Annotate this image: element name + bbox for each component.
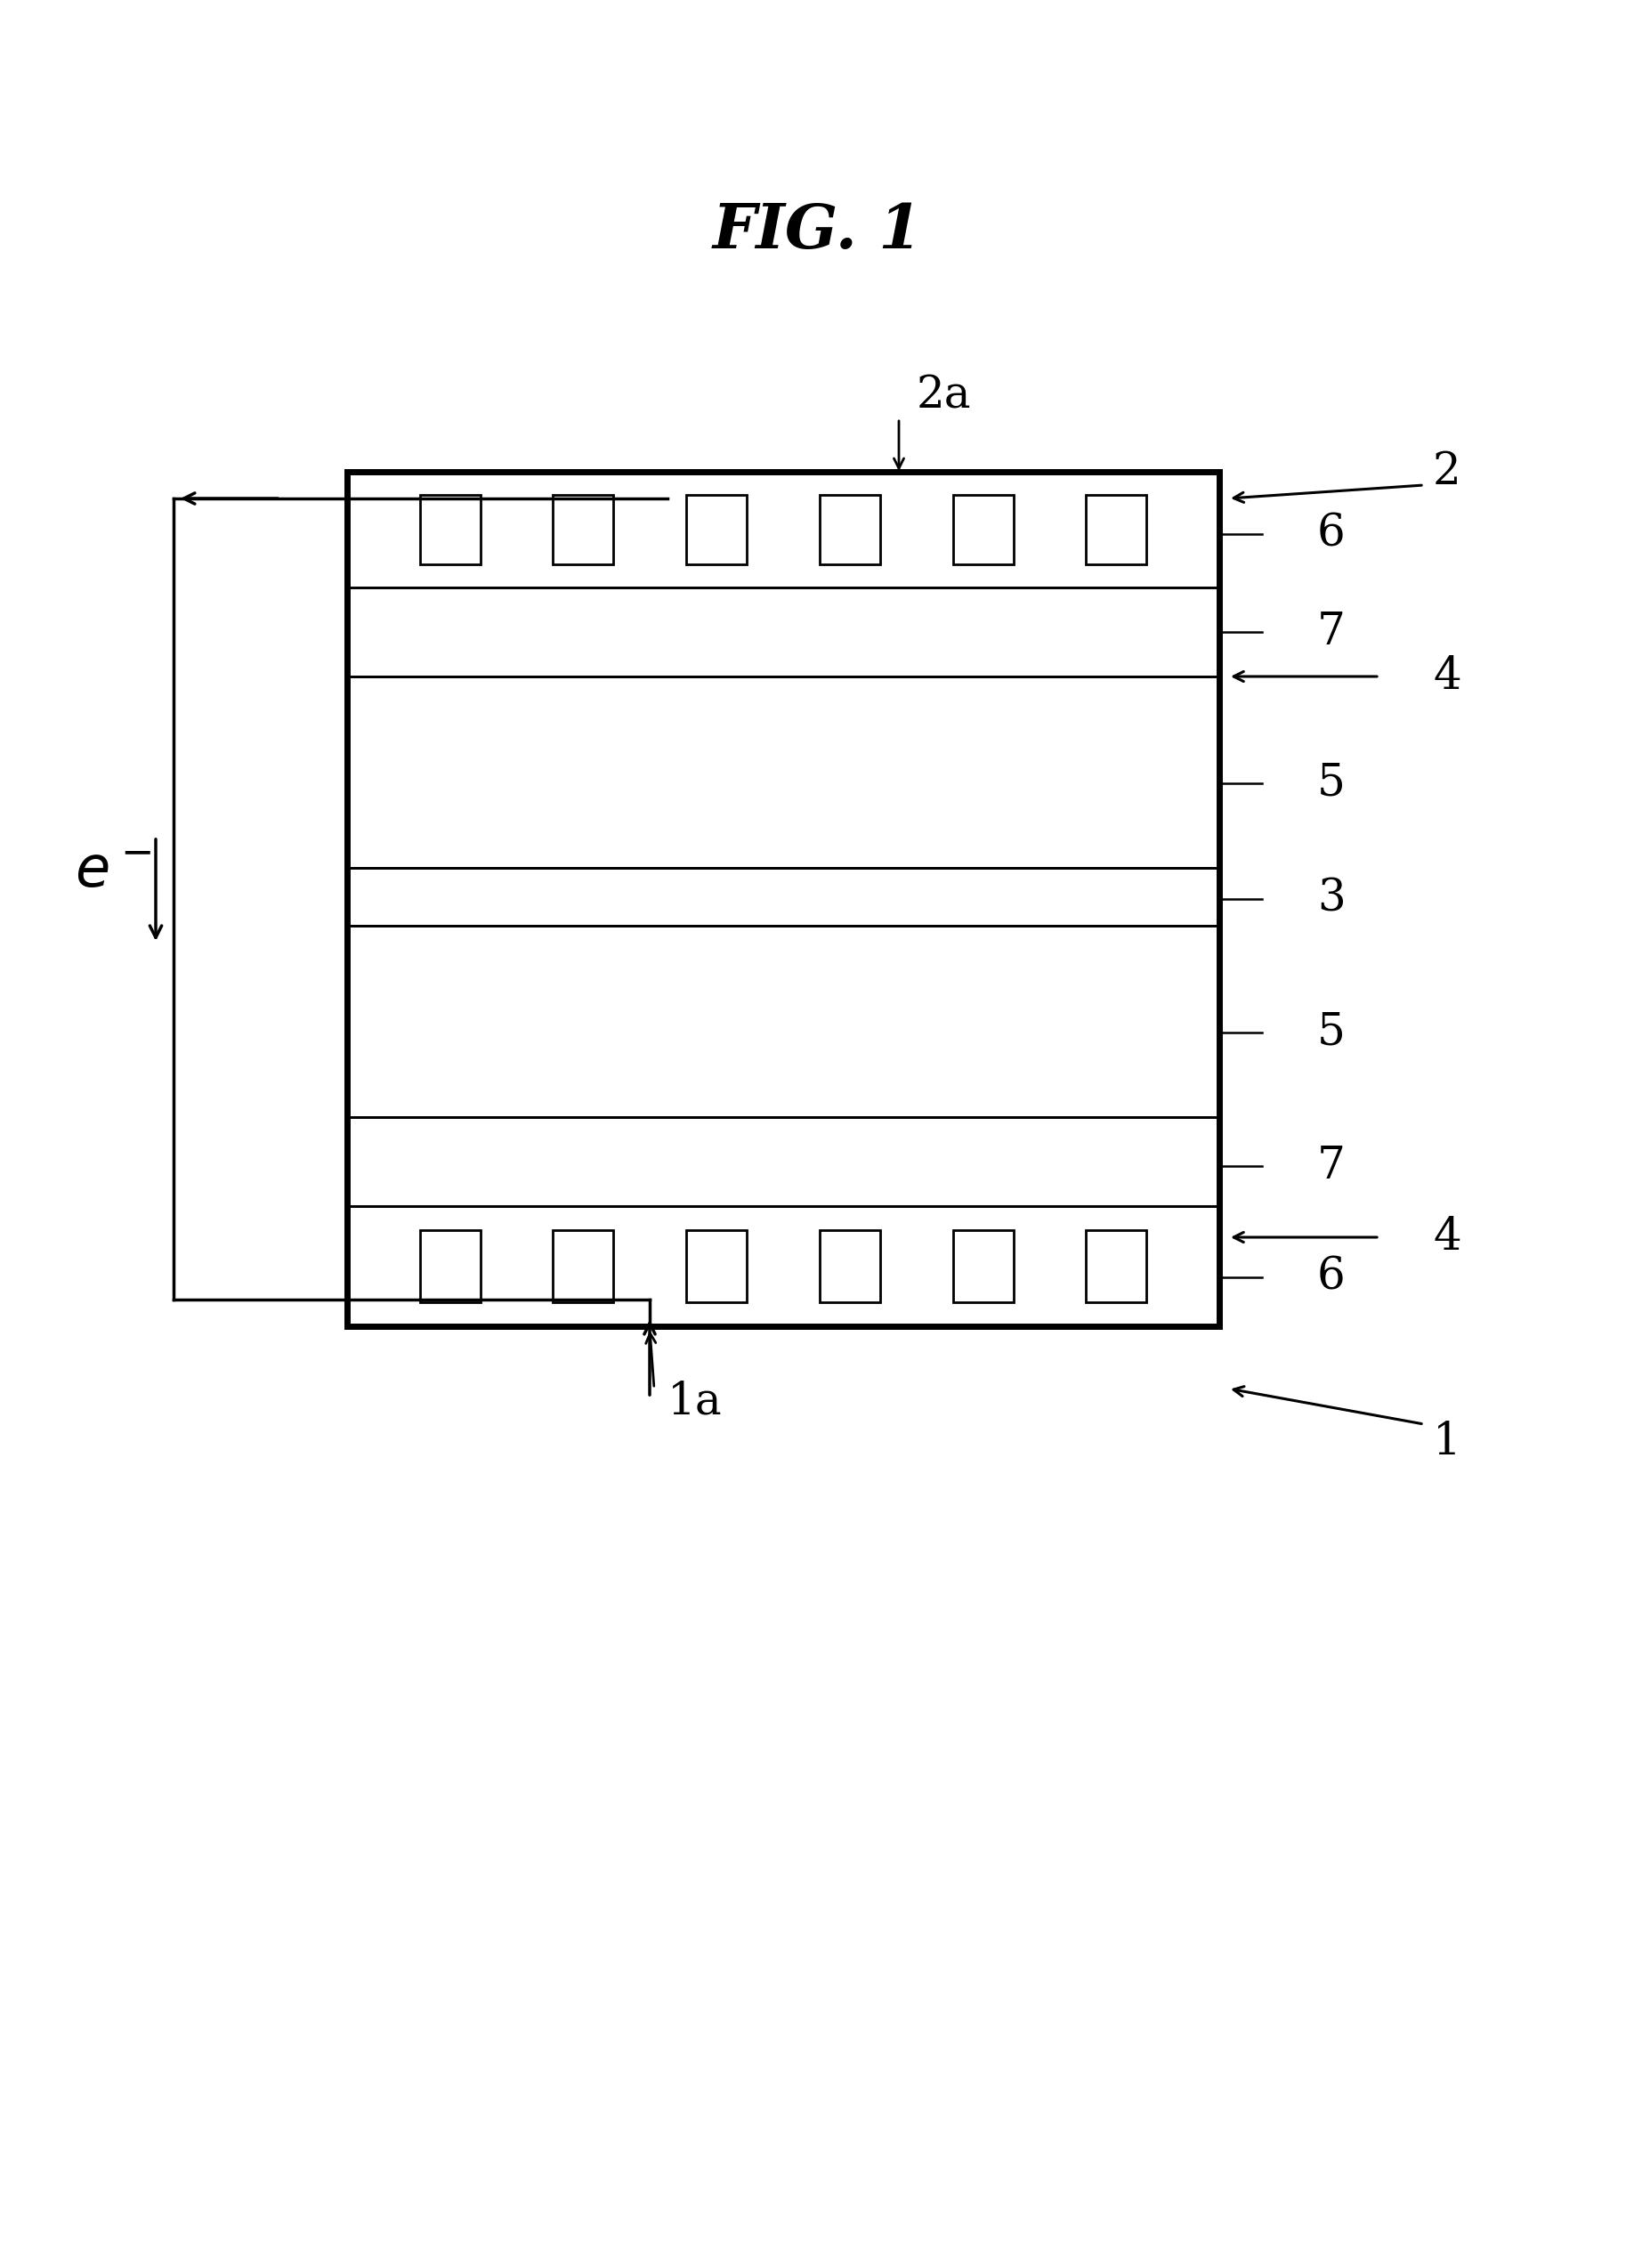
- Text: 2: 2: [1433, 449, 1461, 494]
- Bar: [346, 472, 1219, 1327]
- Bar: [346, 472, 1219, 587]
- Bar: [346, 676, 1219, 869]
- Text: 1: 1: [1433, 1420, 1461, 1463]
- Bar: [346, 1118, 1219, 1207]
- Bar: [552, 494, 614, 565]
- Text: 6: 6: [1317, 513, 1345, 556]
- Bar: [1087, 494, 1147, 565]
- Bar: [346, 472, 1219, 587]
- Bar: [346, 1207, 1219, 1327]
- Bar: [686, 1229, 747, 1302]
- Bar: [420, 494, 480, 565]
- Text: 7: 7: [1317, 1143, 1345, 1188]
- Text: 1a: 1a: [667, 1379, 722, 1424]
- Text: 4: 4: [1433, 1216, 1461, 1259]
- Text: 5: 5: [1317, 1012, 1345, 1055]
- Bar: [552, 1229, 614, 1302]
- Bar: [1087, 1229, 1147, 1302]
- Text: 4: 4: [1433, 655, 1461, 699]
- Bar: [953, 1229, 1013, 1302]
- Text: 2a: 2a: [917, 374, 971, 417]
- Bar: [820, 1229, 881, 1302]
- Bar: [953, 494, 1013, 565]
- Text: 5: 5: [1317, 762, 1345, 805]
- Bar: [346, 869, 1219, 925]
- Bar: [686, 494, 747, 565]
- Text: $e^-$: $e^-$: [75, 846, 152, 900]
- Text: 6: 6: [1317, 1254, 1345, 1300]
- Bar: [820, 494, 881, 565]
- Text: FIG. 1: FIG. 1: [712, 202, 922, 261]
- Bar: [420, 1229, 480, 1302]
- Bar: [346, 587, 1219, 676]
- Text: 3: 3: [1317, 878, 1345, 921]
- Bar: [346, 1207, 1219, 1327]
- Bar: [346, 472, 1219, 1327]
- Bar: [346, 925, 1219, 1118]
- Text: 7: 7: [1317, 610, 1345, 653]
